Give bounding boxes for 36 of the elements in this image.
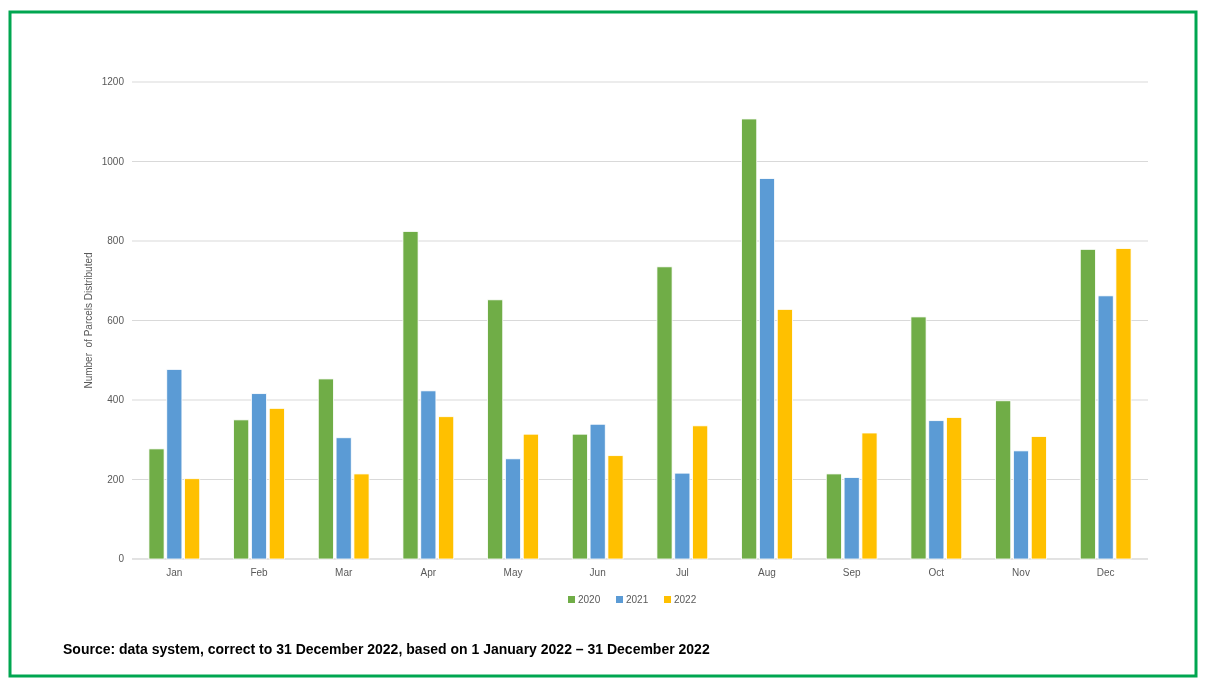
y-tick-label: 1000 xyxy=(101,155,125,167)
x-tick-label: Apr xyxy=(420,567,437,578)
bar xyxy=(776,308,793,560)
bar xyxy=(995,400,1012,560)
y-tick-label: 600 xyxy=(107,314,125,326)
x-tick-label: Mar xyxy=(335,567,353,578)
y-tick-label: 1200 xyxy=(101,76,125,88)
bar xyxy=(522,433,539,560)
y-tick-label: 800 xyxy=(107,235,125,247)
source-note: Source: data system, correct to 31 December 2022, based on 1 January 2022 – 31 December 2022 xyxy=(63,641,710,657)
bar xyxy=(759,178,775,560)
y-tick-label: 200 xyxy=(107,473,125,485)
y-tick-label: 400 xyxy=(107,394,125,406)
legend-label: 2021 xyxy=(626,594,649,606)
bar xyxy=(268,407,285,560)
bar xyxy=(741,118,758,560)
legend-label: 2022 xyxy=(674,594,697,606)
x-tick-label: Feb xyxy=(250,567,269,578)
bar xyxy=(233,419,250,560)
x-tick-label: Jun xyxy=(589,567,606,578)
x-tick-label: Jan xyxy=(166,567,183,578)
x-tick-label: Oct xyxy=(928,567,945,578)
x-tick-label: Dec xyxy=(1096,567,1115,578)
x-tick-label: May xyxy=(503,567,523,578)
bar xyxy=(1030,436,1047,560)
x-tick-label: Aug xyxy=(758,567,776,578)
legend-label: 2020 xyxy=(578,594,601,606)
bar xyxy=(487,299,504,560)
bar xyxy=(251,393,267,560)
x-tick-label: Sep xyxy=(842,567,861,578)
x-tick-label: Nov xyxy=(1012,567,1030,578)
y-tick-label: 0 xyxy=(118,553,125,565)
x-tick-label: Jul xyxy=(675,567,689,578)
bar xyxy=(505,458,521,560)
y-axis-title: Number of Parcels Distributed xyxy=(83,252,94,389)
bar xyxy=(1013,450,1029,560)
